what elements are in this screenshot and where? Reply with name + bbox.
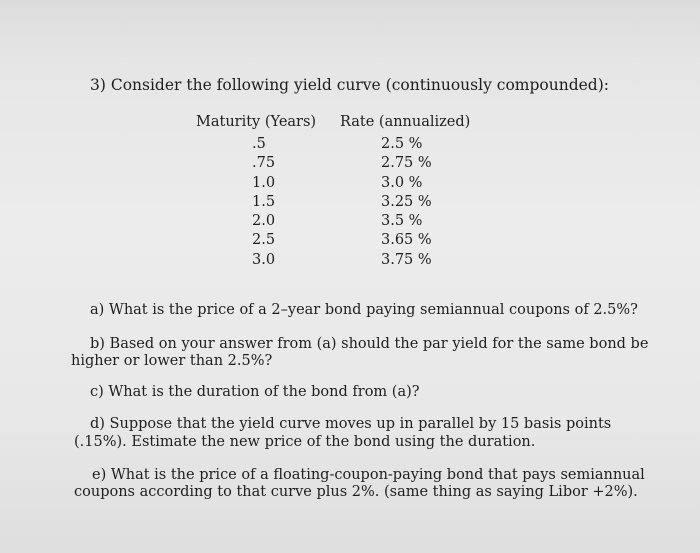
rate-cell: 3.65 %: [381, 232, 432, 249]
table-header: Maturity (Years) Rate (annualized): [196, 114, 486, 136]
question-a: a) What is the price of a 2–year bond pa…: [90, 302, 638, 318]
maturity-cell: 2.5: [252, 232, 276, 249]
rate-header: Rate (annualized): [340, 114, 471, 130]
maturity-cell: 1.0: [252, 174, 276, 191]
rate-cell: 3.75 %: [381, 251, 432, 268]
maturity-cell: .5: [252, 136, 266, 152]
maturity-header: Maturity (Years): [196, 114, 317, 130]
maturity-cell: 3.0: [252, 251, 276, 268]
question-b-line2: higher or lower than 2.5%?: [71, 353, 273, 369]
question-b-line1: b) Based on your answer from (a) should …: [90, 336, 649, 352]
rate-cell: 2.75 %: [381, 155, 432, 172]
table-row: 1.5 3.25 %: [196, 194, 486, 213]
question-c: c) What is the duration of the bond from…: [90, 384, 420, 400]
maturity-cell: 2.0: [252, 213, 276, 230]
table-row: 1.0 3.0 %: [196, 175, 486, 194]
rate-cell: 2.5 %: [381, 136, 423, 152]
table-row: .75 2.75 %: [196, 155, 486, 174]
table-row: 2.5 3.65 %: [196, 232, 486, 251]
problem-title: 3) Consider the following yield curve (c…: [90, 76, 609, 94]
question-e-line2: coupons according to that curve plus 2%.…: [74, 484, 638, 500]
table-row: 3.0 3.75 %: [196, 252, 486, 271]
table-row: 2.0 3.5 %: [196, 213, 486, 232]
question-d-line2: (.15%). Estimate the new price of the bo…: [74, 434, 536, 450]
rate-cell: 3.5 %: [381, 213, 423, 230]
yield-curve-table: Maturity (Years) Rate (annualized) .5 2.…: [196, 114, 486, 271]
rate-cell: 3.25 %: [381, 193, 432, 210]
table-row: .5 2.5 %: [196, 136, 486, 155]
maturity-cell: 1.5: [252, 193, 276, 210]
question-d-line1: d) Suppose that the yield curve moves up…: [90, 416, 612, 432]
rate-cell: 3.0 %: [381, 174, 423, 191]
question-e-line1: e) What is the price of a floating-coupo…: [92, 467, 645, 483]
maturity-cell: .75: [252, 155, 276, 172]
